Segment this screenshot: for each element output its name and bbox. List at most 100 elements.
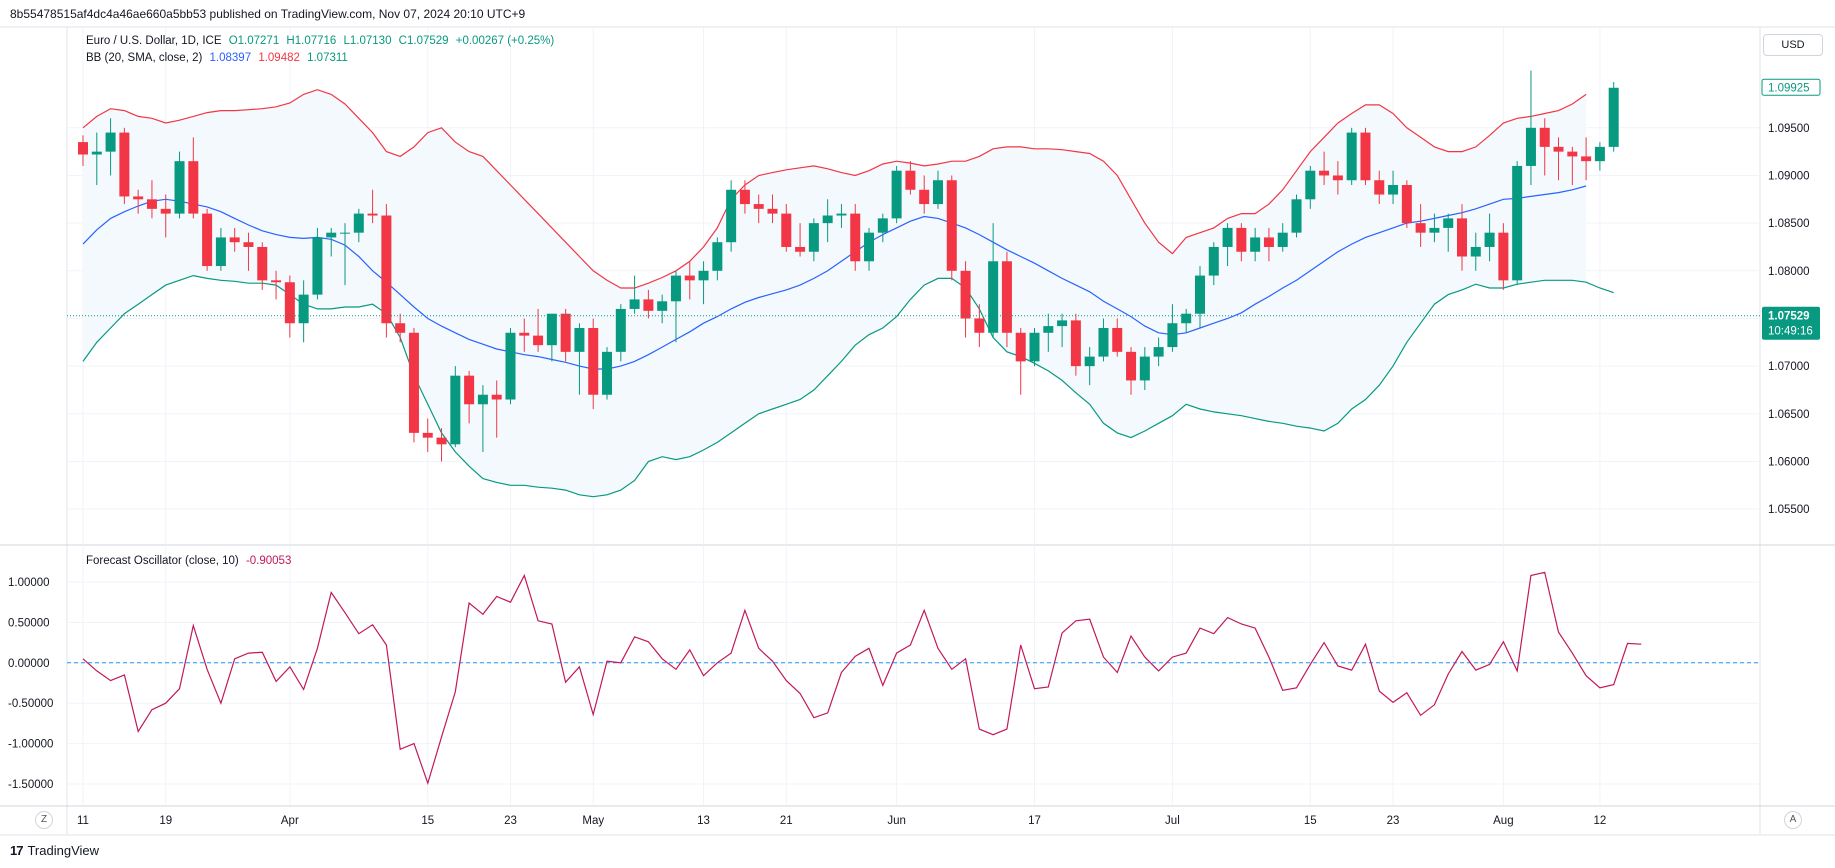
candle-body <box>160 208 171 214</box>
candle <box>464 370 475 424</box>
candle <box>1512 161 1523 286</box>
bb-label: BB (20, SMA, close, 2) <box>86 52 203 64</box>
candle-body <box>91 151 102 155</box>
candle-body <box>781 213 792 247</box>
candle <box>174 151 185 219</box>
candle-body <box>1112 328 1123 352</box>
candle-body <box>988 261 999 333</box>
candlestick-series <box>78 70 1619 462</box>
tradingview-logo-text: TradingView <box>27 843 100 858</box>
candle-body <box>133 196 144 200</box>
candle <box>588 318 599 410</box>
candle <box>1567 146 1578 186</box>
current-price-tag-box <box>1762 306 1820 340</box>
candle <box>1484 213 1495 262</box>
price-tick-label: 1.05500 <box>1768 504 1810 516</box>
candle-body <box>271 280 282 283</box>
oscillator-axis[interactable]: 1.00000 0.50000 0.00000 -0.50000 -1.00000 -1.… <box>8 577 53 791</box>
low-value: L1.07130 <box>343 35 392 47</box>
candle <box>284 275 295 338</box>
candle-body <box>1153 347 1164 357</box>
candle <box>1346 127 1357 186</box>
candle-body <box>408 332 419 433</box>
bb-basis-line <box>82 185 1587 370</box>
candle-body <box>712 242 723 271</box>
candle <box>1539 118 1550 176</box>
change-value: +0.00267 (+0.25%) <box>455 35 555 47</box>
candle-body <box>836 213 847 216</box>
candle-body <box>1539 127 1550 147</box>
candle-body <box>1015 332 1026 362</box>
candle <box>133 189 144 214</box>
candle <box>574 323 585 395</box>
candle-body <box>1305 170 1316 200</box>
candle-body <box>119 132 130 197</box>
candle-body <box>312 237 323 295</box>
time-tick-label: May <box>582 815 604 827</box>
candle <box>202 208 213 271</box>
candle-body <box>1401 185 1412 224</box>
candle <box>1305 165 1316 209</box>
bb-legend[interactable]: BB (20, SMA, close, 2) 1.08397 1.09482 1… <box>86 52 352 64</box>
candle-body <box>1388 185 1399 195</box>
main-legend[interactable]: Euro / U.S. Dollar, 1D, ICE O1.07271 H1.… <box>86 35 558 47</box>
candle <box>1167 304 1178 352</box>
candle <box>1043 313 1054 352</box>
candle-body <box>1291 199 1302 233</box>
candle <box>1443 213 1454 252</box>
auto-scale-a-button[interactable]: A <box>1784 811 1802 829</box>
time-tick-label: 11 <box>77 815 89 827</box>
candle-body <box>505 332 516 400</box>
candle-body <box>726 189 737 243</box>
oscillator-legend[interactable]: Forecast Oscillator (close, 10) -0.90053 <box>86 555 295 567</box>
candle <box>1001 251 1012 348</box>
candle-body <box>588 328 599 395</box>
candle-body <box>174 161 185 214</box>
time-axis[interactable]: 11 19 Apr 15 23 May 13 21 Jun 17 Jul 15 23 Aug 12 <box>77 815 1606 827</box>
candle-body <box>560 313 571 352</box>
candle <box>395 313 406 343</box>
currency-button[interactable]: USD <box>1763 34 1823 56</box>
candle-body <box>1608 87 1619 147</box>
tradingview-logo[interactable]: 17 TradingView <box>10 843 99 858</box>
high-value: H1.07716 <box>286 35 337 47</box>
candle-body <box>767 208 778 214</box>
candle-body <box>1415 223 1426 233</box>
candle-body <box>850 213 861 262</box>
osc-tick-label: -0.50000 <box>8 698 53 710</box>
candle <box>381 204 392 338</box>
candle <box>836 204 847 228</box>
candle-body <box>919 189 930 205</box>
candle-body <box>284 282 295 324</box>
time-tick-label: 23 <box>1387 815 1400 827</box>
chart-frame <box>0 26 1835 836</box>
candle-body <box>326 232 337 238</box>
candle <box>505 328 516 405</box>
candle-body <box>1029 332 1040 362</box>
candle-body <box>1512 165 1523 281</box>
candle <box>822 199 833 243</box>
timezone-z-button[interactable]: Z <box>35 811 53 829</box>
price-tick-label: 1.08000 <box>1768 266 1810 278</box>
candle <box>1015 328 1026 395</box>
candle <box>367 189 378 224</box>
candle-body <box>1043 326 1054 333</box>
candle <box>864 227 875 271</box>
price-tick-label: 1.09500 <box>1768 123 1810 135</box>
candle-body <box>1319 170 1330 176</box>
candle <box>670 270 681 343</box>
candle <box>298 280 309 343</box>
price-tick-label: 1.06500 <box>1768 409 1810 421</box>
candle-body <box>1346 132 1357 181</box>
candle-body <box>1208 246 1219 276</box>
candle <box>119 127 130 205</box>
candle-body <box>1360 132 1371 181</box>
candle-body <box>1470 246 1481 257</box>
candle <box>919 175 930 214</box>
candle-body <box>643 299 654 311</box>
osc-tick-label: 0.50000 <box>8 617 50 629</box>
candle-body <box>1139 356 1150 381</box>
candle <box>1374 170 1385 205</box>
time-tick-label: 17 <box>1028 815 1041 827</box>
